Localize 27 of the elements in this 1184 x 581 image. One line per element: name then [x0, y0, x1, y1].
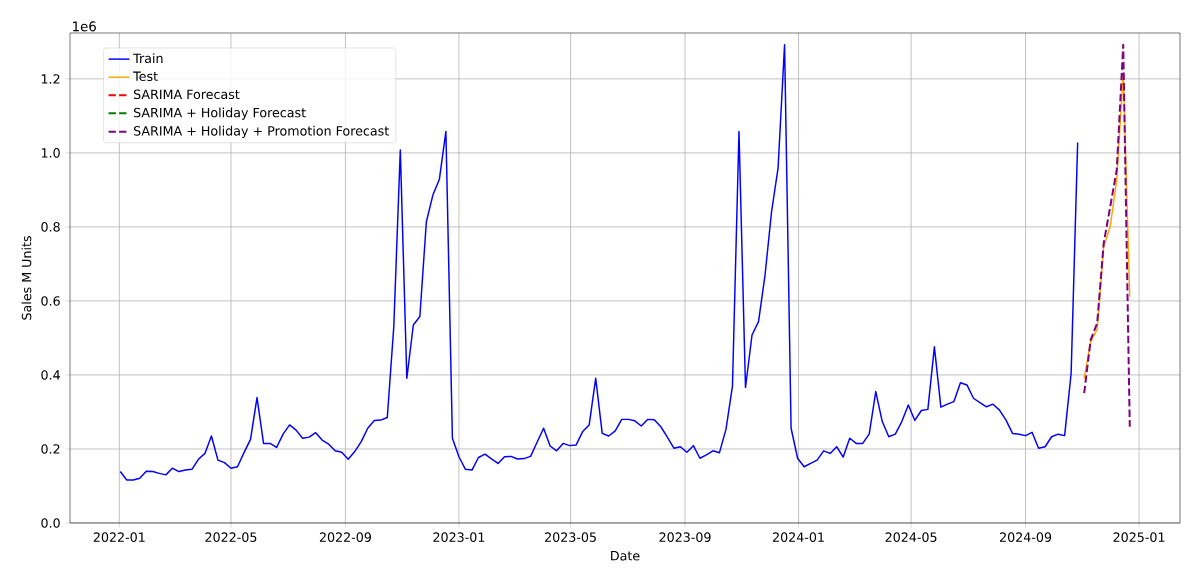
legend-label: Test: [133, 71, 158, 82]
y-axis-title: Sales M Units: [21, 236, 32, 320]
line-series: [119, 44, 1079, 481]
text: 1e6: [73, 21, 96, 32]
x-tick-label: 2024-01: [772, 532, 824, 542]
x-tick-label: 2023-01: [433, 532, 485, 542]
y-tick-label: 0.2: [41, 444, 60, 454]
legend-label: Train: [133, 53, 163, 64]
x-tick-label: 2024-05: [885, 532, 937, 542]
x-tick-label: 2023-05: [545, 532, 596, 542]
y-tick-label: 0.8: [41, 222, 60, 232]
x-axis-title: Date: [611, 551, 640, 561]
x-tick-label: 2022-01: [93, 532, 145, 542]
x-tick-label: 2022-09: [319, 532, 371, 542]
legend-label: SARIMA + Holiday + Promotion Forecast: [133, 125, 389, 139]
legend-label: SARIMA + Holiday Forecast: [133, 107, 306, 120]
x-tick-label: 2022-05: [205, 532, 257, 542]
y-tick-label: 1.2: [41, 74, 60, 84]
line-series: [1083, 43, 1131, 428]
y-tick-label: 1.0: [41, 148, 60, 158]
y-tick-label: 0.4: [41, 370, 60, 380]
x-tick-label: 2024-09: [1000, 532, 1052, 542]
x-tick-label: 2025-01: [1113, 532, 1165, 542]
x-tick-label: 2023-09: [659, 532, 711, 542]
y-tick-label: 0.6: [41, 296, 60, 306]
y-tick-label: 0.0: [41, 518, 60, 528]
legend-label: SARIMA Forecast: [133, 89, 240, 100]
